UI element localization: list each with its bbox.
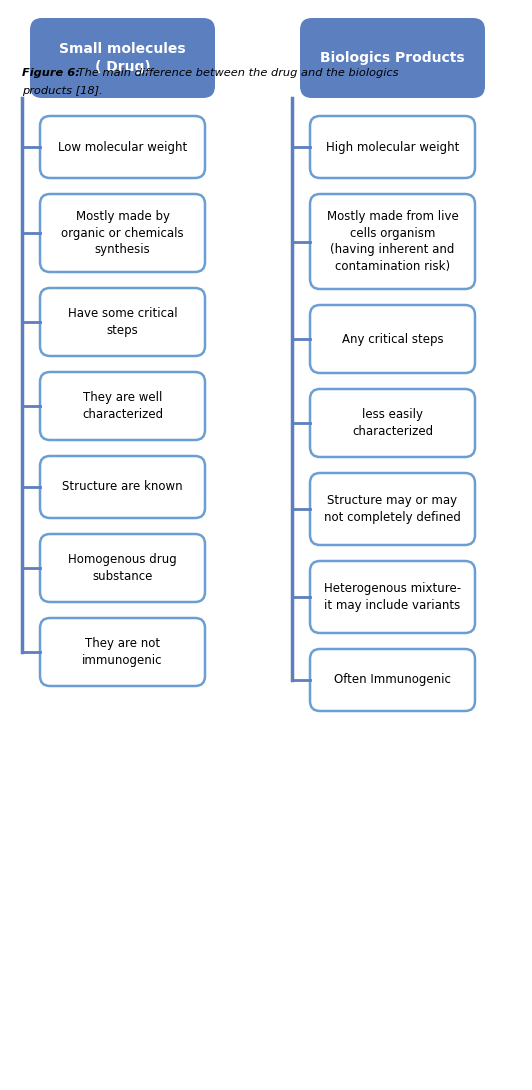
FancyBboxPatch shape bbox=[310, 473, 475, 545]
Text: They are not
immunogenic: They are not immunogenic bbox=[82, 638, 163, 667]
Text: They are well
characterized: They are well characterized bbox=[82, 391, 163, 421]
FancyBboxPatch shape bbox=[310, 649, 475, 711]
FancyBboxPatch shape bbox=[40, 618, 205, 686]
Text: Heterogenous mixture-
it may include variants: Heterogenous mixture- it may include var… bbox=[324, 582, 461, 611]
Text: Mostly made from live
cells organism
(having inherent and
contamination risk): Mostly made from live cells organism (ha… bbox=[327, 210, 459, 272]
Text: Low molecular weight: Low molecular weight bbox=[58, 141, 187, 154]
FancyBboxPatch shape bbox=[40, 194, 205, 272]
Text: Mostly made by
organic or chemicals
synthesis: Mostly made by organic or chemicals synt… bbox=[61, 210, 184, 256]
Text: less easily
characterized: less easily characterized bbox=[352, 409, 433, 438]
Text: Any critical steps: Any critical steps bbox=[342, 332, 443, 346]
FancyBboxPatch shape bbox=[310, 116, 475, 178]
FancyBboxPatch shape bbox=[40, 116, 205, 178]
FancyBboxPatch shape bbox=[40, 456, 205, 518]
FancyBboxPatch shape bbox=[40, 288, 205, 356]
Text: Homogenous drug
substance: Homogenous drug substance bbox=[68, 554, 177, 583]
FancyBboxPatch shape bbox=[310, 389, 475, 457]
Text: The main difference between the drug and the biologics: The main difference between the drug and… bbox=[74, 68, 398, 78]
Text: High molecular weight: High molecular weight bbox=[326, 141, 459, 154]
Text: Often Immunogenic: Often Immunogenic bbox=[334, 674, 451, 687]
Text: products [18].: products [18]. bbox=[22, 86, 103, 96]
FancyBboxPatch shape bbox=[310, 305, 475, 373]
Text: Biologics Products: Biologics Products bbox=[320, 51, 465, 65]
FancyBboxPatch shape bbox=[310, 561, 475, 633]
FancyBboxPatch shape bbox=[30, 19, 215, 98]
Text: Figure 6:: Figure 6: bbox=[22, 68, 80, 78]
FancyBboxPatch shape bbox=[300, 19, 485, 98]
FancyBboxPatch shape bbox=[40, 372, 205, 440]
Text: Small molecules
( Drug): Small molecules ( Drug) bbox=[59, 41, 186, 74]
Text: Have some critical
steps: Have some critical steps bbox=[68, 307, 177, 337]
FancyBboxPatch shape bbox=[310, 194, 475, 289]
FancyBboxPatch shape bbox=[40, 534, 205, 602]
Text: Structure may or may
not completely defined: Structure may or may not completely defi… bbox=[324, 494, 461, 524]
Text: Structure are known: Structure are known bbox=[62, 481, 183, 494]
